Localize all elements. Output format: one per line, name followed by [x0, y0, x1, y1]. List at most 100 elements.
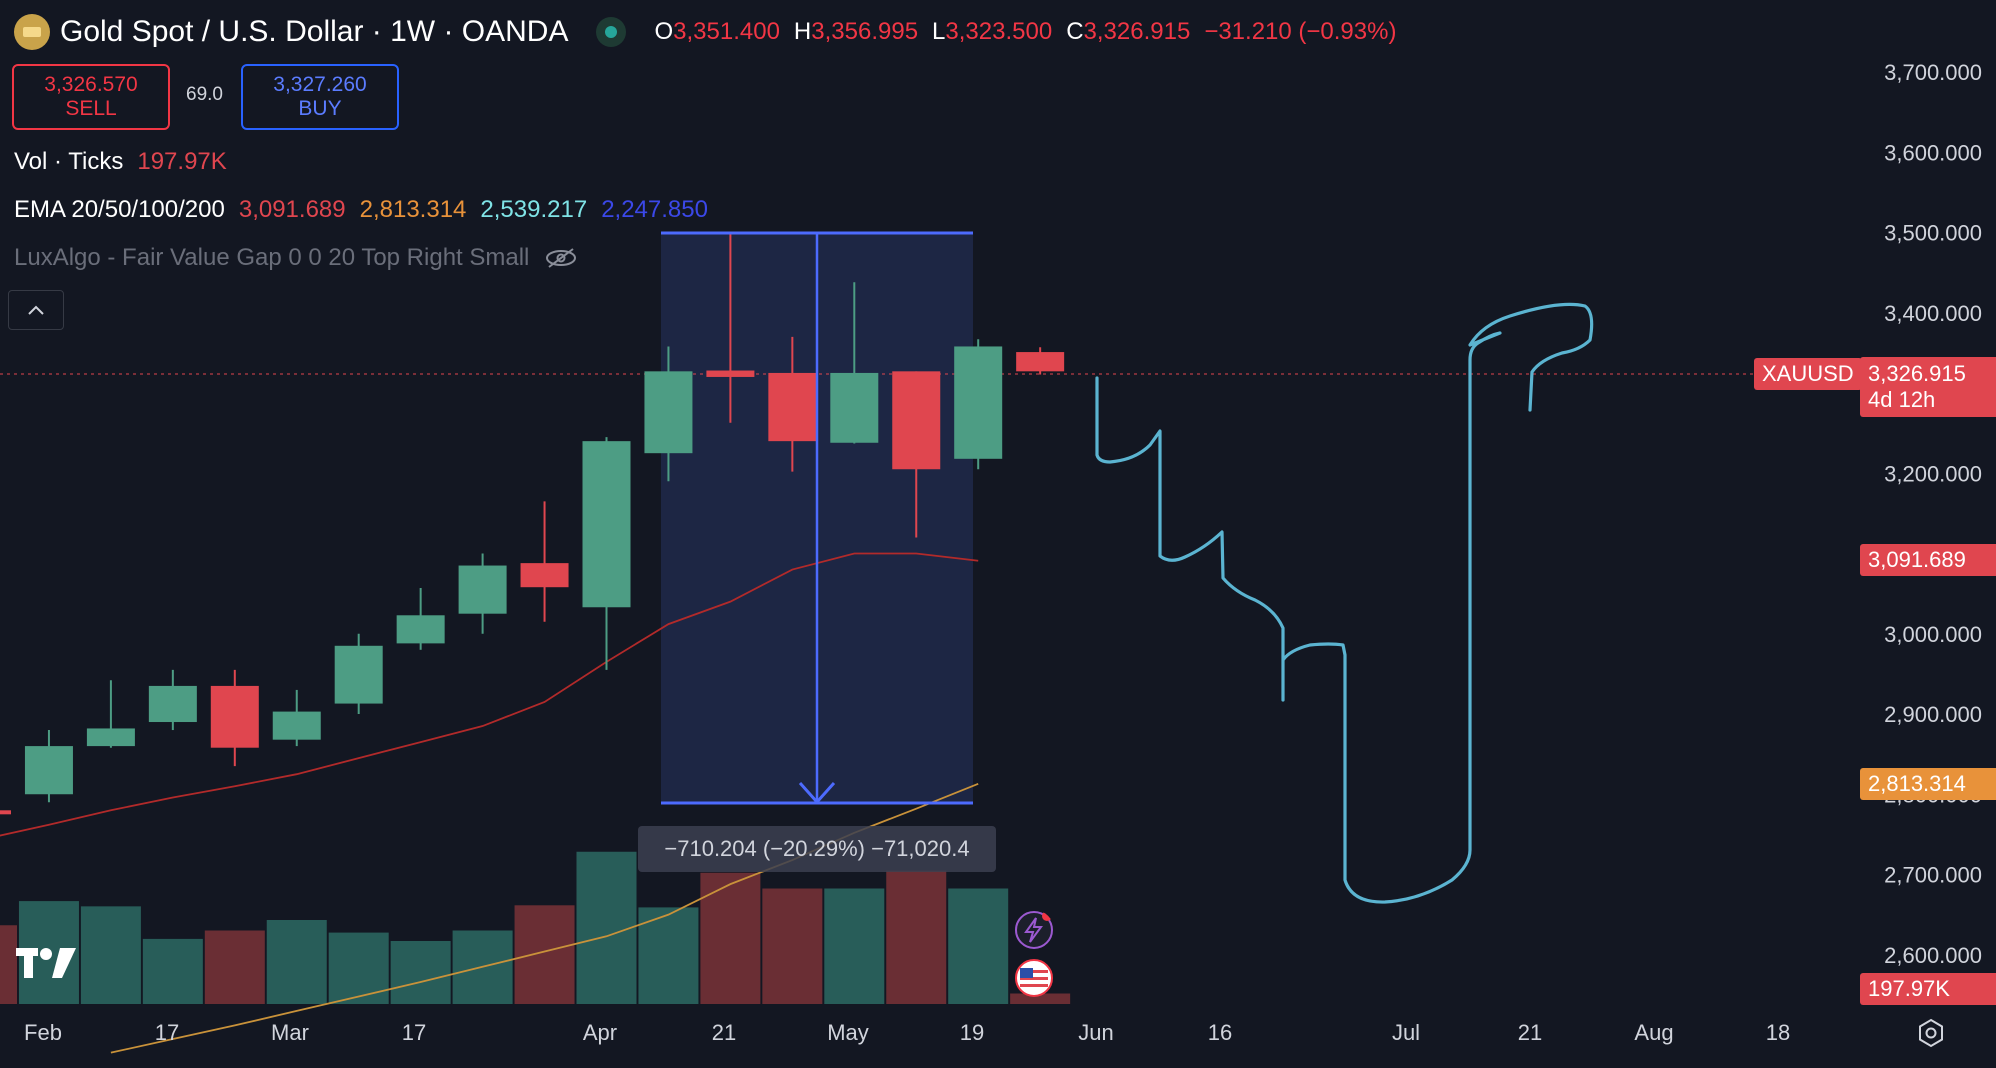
tradingview-logo-icon: [16, 948, 76, 978]
lightning-alert-icon[interactable]: [1014, 910, 1054, 950]
candle[interactable]: [954, 339, 1003, 470]
candle-body: [0, 810, 11, 815]
market-open-icon: [596, 17, 627, 47]
candle-body: [272, 711, 321, 740]
volume-bars: [0, 851, 1071, 1004]
measure-result: −710.204 (−20.29%) −71,020.4: [638, 826, 996, 872]
candle[interactable]: [644, 346, 693, 482]
gold-icon: [14, 14, 50, 50]
candle[interactable]: [86, 680, 135, 748]
candle[interactable]: [396, 588, 445, 650]
candle[interactable]: [272, 689, 321, 747]
candle[interactable]: [892, 371, 941, 538]
time-tick-label: 16: [1207, 1020, 1233, 1045]
candle[interactable]: [1016, 347, 1065, 375]
candle[interactable]: [768, 336, 817, 472]
fvg-indicator-legend[interactable]: LuxAlgo - Fair Value Gap 0 0 20 Top Righ…: [14, 244, 579, 272]
volume-bar: [948, 888, 1009, 1004]
candle-body: [954, 346, 1003, 459]
us-flag-event-icon[interactable]: [1014, 958, 1054, 998]
price-tick-label: 3,600.000: [1884, 140, 1982, 165]
volume-bar: [638, 907, 699, 1004]
volume-bar: [700, 872, 761, 1004]
ema-indicator-legend[interactable]: EMA 20/50/100/200 3,091.689 2,813.314 2,…: [14, 196, 708, 223]
volume-bar: [0, 925, 17, 1004]
candle-body: [520, 563, 569, 588]
time-tick-label: 18: [1765, 1020, 1791, 1045]
price-tick-label: 3,700.000: [1884, 60, 1982, 85]
volume-bar: [824, 888, 885, 1004]
bar-countdown: 4d 12h: [1868, 387, 1936, 412]
price-tick-label: 3,400.000: [1884, 301, 1982, 326]
volume-bar: [390, 941, 451, 1004]
candle-body: [458, 565, 507, 614]
symbol-price-tag: XAUUSD: [1754, 358, 1862, 390]
time-tick-label: Aug: [1634, 1020, 1674, 1045]
time-tick-label: 21: [711, 1020, 737, 1045]
candle[interactable]: [148, 669, 197, 731]
volume-bar: [886, 870, 947, 1004]
sell-label: SELL: [65, 97, 117, 120]
volume-bar: [1010, 993, 1071, 1004]
time-tick-label: Feb: [24, 1020, 62, 1045]
candle-body: [24, 746, 73, 795]
candle[interactable]: [0, 802, 11, 834]
volume-bar: [576, 851, 637, 1004]
last-price: 3,326.915: [1868, 361, 1966, 386]
price-tick-label: 3,000.000: [1884, 622, 1982, 647]
settings-gear-icon[interactable]: [1916, 1018, 1946, 1048]
ema20-value: 3,091.689: [238, 196, 346, 223]
candle-body: [706, 370, 755, 377]
candle[interactable]: [458, 553, 507, 634]
price-axis[interactable]: 3,700.0003,600.0003,500.0003,400.0003,30…: [1884, 60, 1982, 968]
ohlc-values: O3,351.400 H3,356.995 L3,323.500 C3,326.…: [654, 18, 1397, 45]
candle-body: [148, 685, 197, 723]
candle[interactable]: [706, 232, 755, 423]
symbol-header[interactable]: Gold Spot / U.S. Dollar · 1W · OANDA O3,…: [14, 12, 1396, 52]
price-tick-label: 2,900.000: [1884, 702, 1982, 727]
hidden-eye-icon[interactable]: [543, 247, 579, 269]
volume-bar: [142, 938, 203, 1004]
buy-price: 3,327.260: [273, 73, 367, 96]
candle[interactable]: [210, 669, 259, 767]
candle-body: [396, 615, 445, 644]
time-tick-label: Apr: [582, 1020, 618, 1045]
ema50-price-tag: 2,813.314: [1860, 768, 1996, 800]
volume-indicator-legend[interactable]: Vol · Ticks 197.97K: [14, 148, 227, 175]
candle[interactable]: [830, 282, 879, 444]
volume-price-tag: 197.97K: [1860, 973, 1996, 1005]
open-value: 3,351.400: [673, 18, 780, 45]
candle-body: [1016, 352, 1065, 372]
candle[interactable]: [334, 633, 383, 714]
ema20-line: [0, 552, 979, 837]
candle-body: [334, 645, 383, 704]
volume-bar: [328, 932, 389, 1004]
sell-button[interactable]: 3,326.570 SELL: [12, 64, 170, 130]
time-tick-label: 17: [154, 1020, 180, 1045]
freehand-drawing[interactable]: [1095, 302, 1594, 904]
candle[interactable]: [520, 501, 569, 622]
time-tick-label: Jun: [1078, 1020, 1114, 1045]
volume-bar: [514, 905, 575, 1004]
candle[interactable]: [582, 437, 631, 670]
ema20-price-tag: 3,091.689: [1860, 544, 1996, 576]
volume-bar: [762, 888, 823, 1004]
candle-body: [582, 441, 631, 608]
candle[interactable]: [24, 730, 73, 803]
spread-value: 69.0: [186, 84, 223, 105]
collapse-legend-button[interactable]: [8, 290, 64, 330]
price-tick-label: 3,200.000: [1884, 461, 1982, 486]
volume-bar: [204, 930, 265, 1004]
close-value: 3,326.915: [1083, 18, 1191, 45]
measure-tool[interactable]: [661, 231, 973, 805]
candle-body: [768, 372, 817, 442]
symbol-title: Gold Spot / U.S. Dollar · 1W · OANDA: [60, 15, 569, 48]
buy-button[interactable]: 3,327.260 BUY: [241, 64, 399, 130]
candle-body: [644, 371, 693, 454]
candles: [0, 232, 1065, 834]
volume-value: 197.97K: [137, 148, 227, 175]
high-value: 3,356.995: [811, 18, 919, 45]
sell-price: 3,326.570: [44, 73, 138, 96]
candle-body: [830, 372, 879, 443]
